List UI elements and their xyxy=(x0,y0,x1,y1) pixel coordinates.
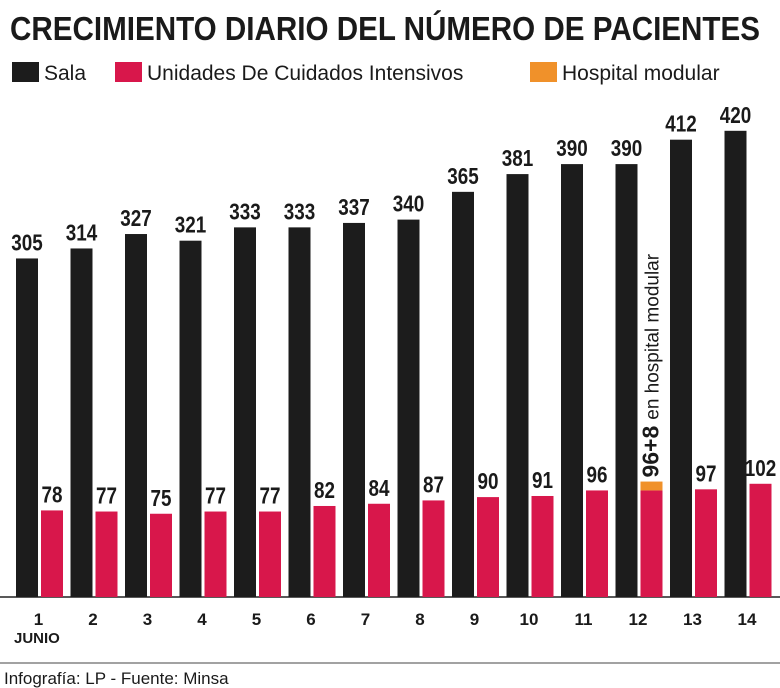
legend-label: Hospital modular xyxy=(562,62,720,85)
bar xyxy=(204,511,227,597)
legend-label: Unidades De Cuidados Intensivos xyxy=(147,62,463,85)
bar xyxy=(259,511,281,597)
x-tick-label: 14 xyxy=(738,610,757,629)
data-label: 77 xyxy=(260,483,281,509)
x-tick-label: 3 xyxy=(143,610,152,629)
legend-swatch xyxy=(115,62,142,82)
bar xyxy=(368,503,390,597)
data-label: 365 xyxy=(447,163,479,189)
bar xyxy=(670,139,692,597)
bar xyxy=(125,234,147,597)
bar xyxy=(477,497,499,597)
data-label: 82 xyxy=(314,477,335,503)
bar xyxy=(288,227,311,597)
x-tick-label: 8 xyxy=(415,610,424,629)
data-label: 390 xyxy=(611,135,643,161)
bar xyxy=(313,505,336,597)
chart-title: CRECIMIENTO DIARIO DEL NÚMERO DE PACIENT… xyxy=(10,10,760,47)
data-label: 327 xyxy=(120,205,152,231)
data-label: 77 xyxy=(96,483,117,509)
bar xyxy=(343,222,365,597)
bar xyxy=(234,227,256,597)
bar xyxy=(70,248,93,597)
data-label: 75 xyxy=(151,485,172,511)
data-label: 77 xyxy=(205,483,226,509)
legend-label: Sala xyxy=(44,62,86,85)
bar xyxy=(150,513,172,597)
bar xyxy=(95,511,118,597)
bar xyxy=(452,191,474,597)
data-label: 412 xyxy=(665,111,697,137)
x-tick-label: 6 xyxy=(306,610,315,629)
data-label: 305 xyxy=(11,229,43,255)
data-label: 102 xyxy=(745,455,777,481)
bar xyxy=(397,219,420,597)
x-tick-label: 10 xyxy=(520,610,539,629)
annotation: 96+8 en hospital modular xyxy=(638,253,664,477)
bar xyxy=(586,490,608,597)
bar xyxy=(749,483,772,597)
x-tick-label: 1 xyxy=(34,610,43,629)
data-label: 390 xyxy=(556,135,588,161)
data-label: 96 xyxy=(587,461,608,487)
bar xyxy=(531,495,554,597)
x-tick-label: 12 xyxy=(629,610,648,629)
bar xyxy=(640,481,663,491)
data-label: 84 xyxy=(369,475,390,501)
data-label: 78 xyxy=(42,481,63,507)
bar xyxy=(615,164,638,597)
data-label: 337 xyxy=(338,194,370,220)
bar xyxy=(724,130,747,598)
data-label: 87 xyxy=(423,471,444,497)
legend-swatch xyxy=(12,62,39,82)
x-tick-label: 4 xyxy=(197,610,207,629)
x-tick-label: 2 xyxy=(88,610,97,629)
x-tick-label: 9 xyxy=(470,610,479,629)
bar xyxy=(41,510,63,597)
annotation-text: en hospital modular xyxy=(643,253,664,419)
x-axis-label: JUNIO xyxy=(14,630,60,647)
legend-swatch xyxy=(530,62,557,82)
data-label: 340 xyxy=(393,191,425,217)
source: Infografía: LP - Fuente: Minsa xyxy=(4,669,229,688)
annotation-value: 96+8 xyxy=(638,426,664,478)
x-tick-label: 11 xyxy=(575,610,593,629)
bar xyxy=(16,258,38,597)
data-label: 381 xyxy=(502,145,534,171)
bar xyxy=(506,174,529,597)
bar xyxy=(695,489,717,597)
bar xyxy=(561,164,583,597)
data-label: 90 xyxy=(478,468,499,494)
data-label: 91 xyxy=(532,467,553,493)
data-label: 333 xyxy=(284,198,316,224)
data-label: 321 xyxy=(175,212,207,238)
data-label: 97 xyxy=(696,460,717,486)
x-tick-label: 13 xyxy=(683,610,702,629)
data-label: 314 xyxy=(66,219,98,245)
data-label: 420 xyxy=(720,102,752,128)
x-tick-label: 5 xyxy=(252,610,261,629)
x-tick-label: 7 xyxy=(361,610,370,629)
bar xyxy=(422,500,445,597)
bar xyxy=(179,240,202,597)
data-label: 333 xyxy=(229,198,261,224)
bar xyxy=(640,490,663,597)
